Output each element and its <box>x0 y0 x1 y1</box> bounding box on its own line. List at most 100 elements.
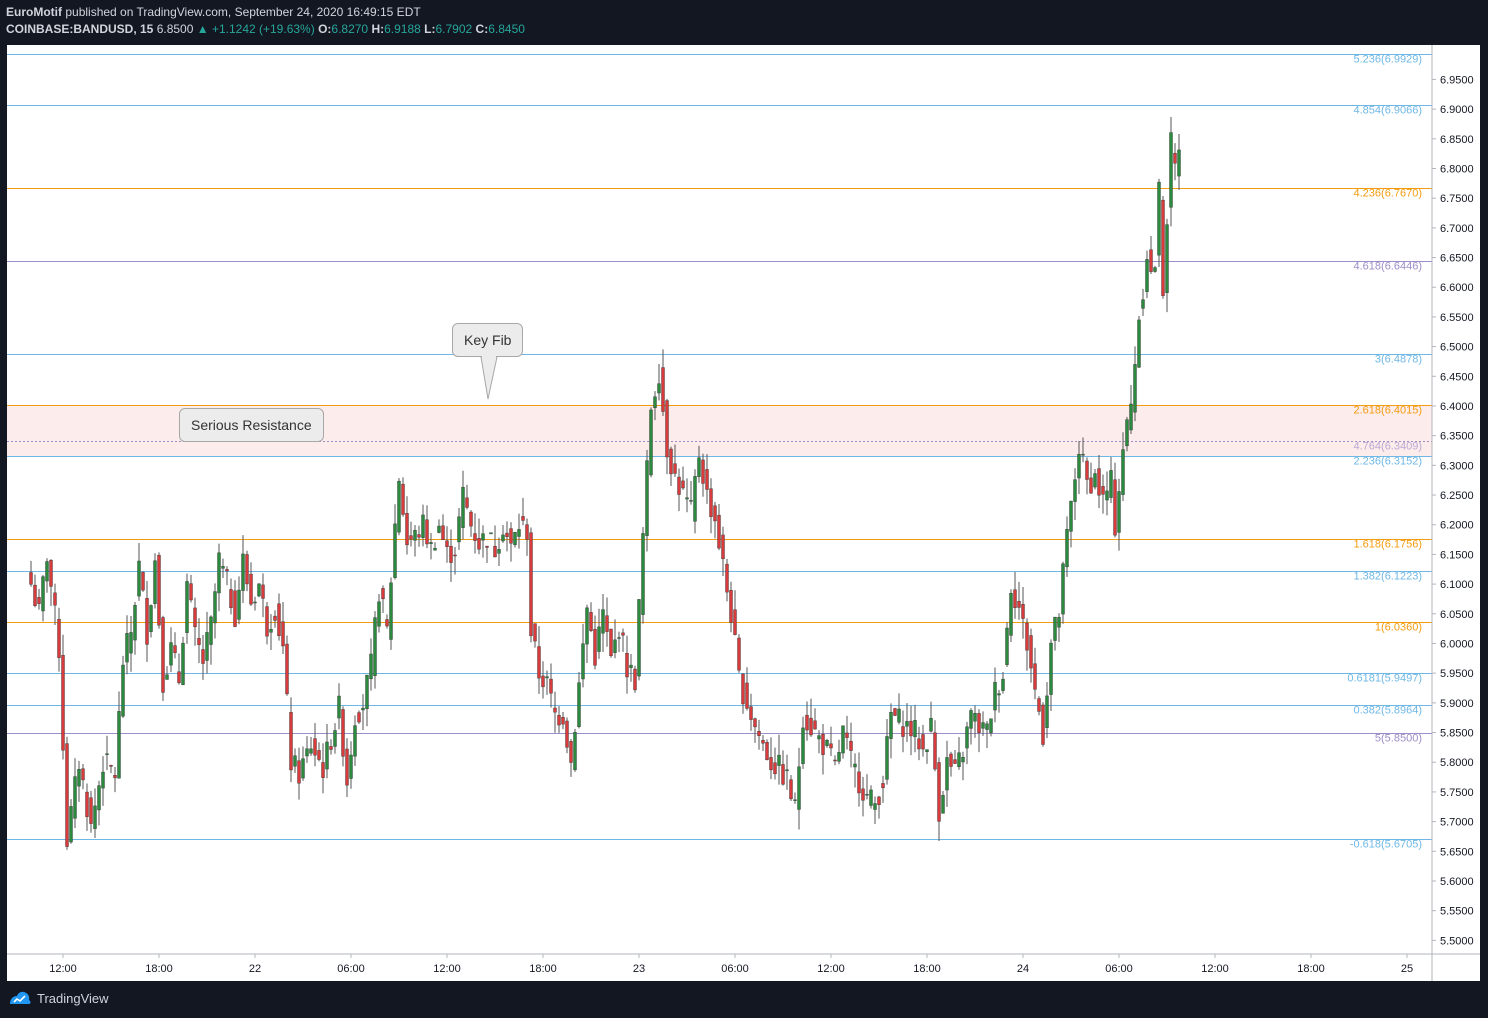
price-label-4: 6.7500 <box>1440 193 1474 205</box>
candle-body-56 <box>253 601 257 604</box>
candle-body-38 <box>181 642 185 685</box>
candle-body-268 <box>1101 486 1105 495</box>
price-label-9: 6.5000 <box>1440 342 1474 354</box>
candle-body-61 <box>273 615 277 621</box>
candle-body-259 <box>1065 529 1069 568</box>
open-value: 6.8270 <box>331 22 369 36</box>
candle-body-152 <box>637 599 641 677</box>
price-label-16: 6.1500 <box>1440 549 1474 561</box>
candle-body-124 <box>525 524 529 540</box>
candle-body-68 <box>301 758 305 779</box>
candle-body-75 <box>329 746 333 750</box>
candle-body-58 <box>261 584 265 599</box>
candle-body-227 <box>937 762 941 822</box>
candle-body-95 <box>409 535 413 540</box>
candle-body-277 <box>1137 319 1141 368</box>
candle-body-149 <box>625 653 629 678</box>
candle-body-237 <box>977 713 981 733</box>
serious-resistance-callout[interactable]: Serious Resistance <box>179 408 324 442</box>
candle-body-40 <box>189 583 193 601</box>
candle-body-194 <box>805 714 809 731</box>
fib-label-2: 4.236(6.7670) <box>1354 188 1423 200</box>
candle-body-246 <box>1013 589 1017 608</box>
time-label-14: 25 <box>1401 963 1413 975</box>
candle-body-15 <box>89 797 93 824</box>
candle-body-165 <box>689 500 693 502</box>
candle-body-120 <box>509 528 513 544</box>
candle-body-278 <box>1141 299 1145 309</box>
candle-body-231 <box>953 759 957 764</box>
candle-body-57 <box>257 583 261 597</box>
candle-body-10 <box>69 806 73 843</box>
candle-body-48 <box>221 566 225 569</box>
candle-body-83 <box>361 707 365 711</box>
candle-body-135 <box>569 741 573 763</box>
candle-body-180 <box>749 706 753 720</box>
price-label-6: 6.6500 <box>1440 253 1474 265</box>
candle-body-74 <box>325 741 329 770</box>
candle-body-20 <box>109 765 113 767</box>
open-label: O: <box>318 22 332 36</box>
candle-body-234 <box>965 726 969 749</box>
candle-body-115 <box>489 532 493 535</box>
candle-body-71 <box>313 738 317 756</box>
low-label: L: <box>424 22 436 36</box>
candle-body-169 <box>705 469 709 490</box>
candle-body-86 <box>373 617 377 676</box>
footer-brand[interactable]: TradingView <box>8 990 109 1006</box>
candle-body-195 <box>809 717 813 736</box>
candle-body-210 <box>869 789 873 806</box>
candle-body-36 <box>173 645 177 653</box>
candle-body-22 <box>117 711 121 779</box>
fib-label-7: 2.236(6.3152) <box>1354 456 1423 468</box>
candle-body-25 <box>129 632 133 654</box>
candle-body-113 <box>481 533 485 541</box>
candle-body-129 <box>545 676 549 679</box>
candle-body-255 <box>1049 642 1053 695</box>
fib-label-11: 0.6181(5.9497) <box>1347 673 1422 685</box>
symbol-label[interactable]: COINBASE:BANDUSD, 15 <box>6 22 154 36</box>
candle-body-78 <box>341 709 345 757</box>
candle-body-28 <box>141 571 145 591</box>
price-axis[interactable]: 6.9500 6.9000 6.8500 6.8000 6.7500 6.7000 6.65… <box>1432 74 1474 947</box>
callout-joint <box>482 354 496 358</box>
candle-body-139 <box>585 607 589 645</box>
key-fib-callout[interactable]: Key Fib <box>452 323 524 357</box>
price-label-3: 6.8000 <box>1440 163 1474 175</box>
time-axis[interactable]: 12:00 18:00 22 06:00 12:00 18:00 23 06:00 12:00 1… <box>49 954 1413 975</box>
candle-body-215 <box>889 712 893 739</box>
candle-body-114 <box>485 545 489 548</box>
candle-body-93 <box>401 483 405 515</box>
published-info: published on TradingView.com, September … <box>65 5 421 19</box>
candle-body-284 <box>1165 224 1169 293</box>
candle-body-191 <box>793 799 797 801</box>
candle-body-5 <box>49 559 53 587</box>
footer-brand-label: TradingView <box>37 990 109 1006</box>
time-label-7: 06:00 <box>721 963 749 975</box>
candle-body-209 <box>865 794 869 796</box>
candle-body-144 <box>605 615 609 632</box>
candle-body-158 <box>661 367 665 412</box>
fib-label-0: 5.236(6.9929) <box>1354 54 1423 66</box>
candle-body-8 <box>61 655 65 751</box>
candle-body-188 <box>781 764 785 785</box>
candle-body-270 <box>1109 470 1113 498</box>
candle-body-275 <box>1129 403 1133 431</box>
author-name[interactable]: EuroMotif <box>6 5 62 19</box>
candle-body-155 <box>649 409 653 476</box>
candle-body-281 <box>1153 267 1157 272</box>
candle-body-272 <box>1117 491 1121 533</box>
candle-body-54 <box>245 554 249 585</box>
candle-body-18 <box>101 771 105 789</box>
candle-body-80 <box>349 754 353 779</box>
candle-body-172 <box>717 514 721 549</box>
candle-body-102 <box>437 525 441 533</box>
candle-body-216 <box>893 708 897 716</box>
candle-body-153 <box>641 533 645 615</box>
candle-body-224 <box>925 749 929 753</box>
candle-body-1 <box>33 584 37 606</box>
candle-body-117 <box>497 549 501 554</box>
close-value: 6.8450 <box>488 22 525 36</box>
fib-label-1: 4.854(6.9066) <box>1354 105 1423 117</box>
